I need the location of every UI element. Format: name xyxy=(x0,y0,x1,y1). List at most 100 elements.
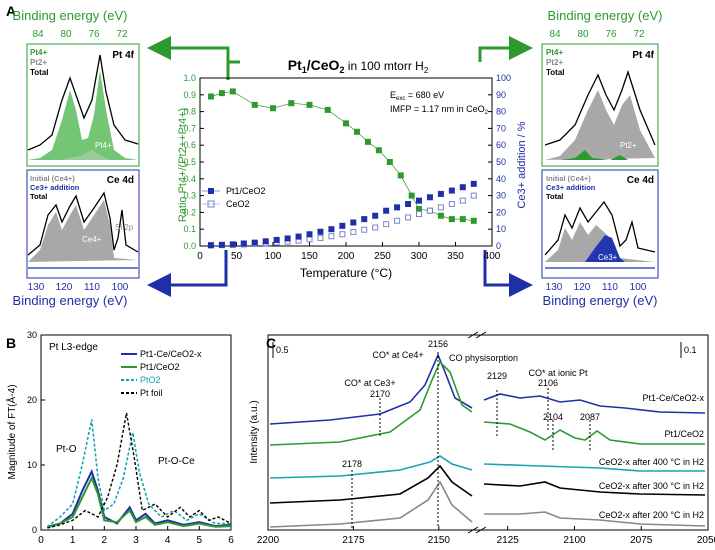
pt1ceo2-point xyxy=(295,233,302,240)
ceo2-point xyxy=(361,226,368,233)
pt1ceo2-point xyxy=(284,235,291,242)
y-tick-label: 0.6 xyxy=(183,140,196,150)
ratio-point xyxy=(386,159,393,165)
label-co-phys: CO physisorption xyxy=(449,353,518,363)
y-tick-label: 0.3 xyxy=(183,191,196,201)
ceo2-point xyxy=(416,211,422,218)
ratio-legend: Pt1/CeO2 CeO2 xyxy=(202,186,266,209)
top-left-tick: 84 xyxy=(32,29,44,40)
ceo2-point xyxy=(339,231,346,238)
y-tick-label: 0.0 xyxy=(183,241,196,251)
pt4f-left-frame xyxy=(26,43,140,167)
ceo2-point xyxy=(394,217,401,224)
pt1ceo2-point xyxy=(416,197,422,204)
x-tick-label: 2175 xyxy=(342,535,365,546)
exafs-annot-ptoce: Pt-O-Ce xyxy=(158,456,195,467)
panel-label-a: A xyxy=(6,3,16,19)
ce4d-left-legend-initial: Initial (Ce4+) xyxy=(30,174,75,183)
y-tick-label: 0.1 xyxy=(183,224,196,234)
pt4f-right-spectrum xyxy=(544,69,656,160)
ce4d-left-legend-total: Total xyxy=(30,192,47,201)
trace-pt1-ceo2-left xyxy=(269,360,473,446)
legend-pt1-ce-ceo2x: Pt1-Ce/CeO2-x xyxy=(140,349,202,359)
exafs-annot-pto: Pt-O xyxy=(56,444,77,455)
exafs-line-pt1-ceo2 xyxy=(47,475,232,529)
ratio-point xyxy=(288,100,295,107)
ratio-point xyxy=(364,138,371,145)
trace-label-pt1-ce-ceo2x: Pt1-Ce/CeO2-x xyxy=(642,393,704,403)
drifts-axis-break xyxy=(473,336,481,529)
panel-label-c: C xyxy=(266,335,276,351)
exafs-ylabel: Magnitude of FT(Å-4) xyxy=(5,384,18,479)
x-tick-label: 2 xyxy=(102,535,108,546)
pt1ceo2-point xyxy=(218,241,225,248)
ce4d-left-legend-ce3: Ce3+ addition xyxy=(30,183,80,192)
bottom-right-tick: 130 xyxy=(546,282,563,293)
bottom-right-tick: 120 xyxy=(574,282,591,293)
ratio-point xyxy=(229,88,236,95)
x-tick-label: 250 xyxy=(374,251,391,262)
pt4f-left-title: Pt 4f xyxy=(112,50,134,61)
pt4f-right-title: Pt 4f xyxy=(632,50,654,61)
pt4f-right-legend-pt4: Pt4+ xyxy=(546,48,563,57)
ratio-point xyxy=(353,128,360,135)
y-tick-label: 0.7 xyxy=(183,123,196,133)
x-tick-label: 100 xyxy=(265,251,282,262)
pt1ceo2-point xyxy=(470,180,477,187)
pt4f-right-legend-total: Total xyxy=(546,68,565,77)
x-tick-label: 2125 xyxy=(497,535,520,546)
axis-break-mark-bottom xyxy=(467,526,487,534)
ratio-point xyxy=(207,93,214,100)
pt1ceo2-point xyxy=(273,236,280,243)
x-tick-label: 4 xyxy=(165,535,171,546)
y-tick-label: 20 xyxy=(27,395,37,405)
exafs-lines xyxy=(46,412,232,529)
ratio-xlabel: Temperature (°C) xyxy=(300,266,392,280)
ratio-point xyxy=(408,192,415,199)
ceo2-point xyxy=(448,201,455,207)
label-2156: 2156 xyxy=(428,339,448,349)
label-co-ce3: CO* at Ce3+ xyxy=(344,378,395,388)
trace-pt1-ce-ceo2x-left xyxy=(269,352,473,425)
drifts-frame xyxy=(267,334,709,531)
y-right-tick-label: 100 xyxy=(496,73,511,83)
arrow-to-left-top xyxy=(147,36,240,64)
top-left-tick-labels: 84 80 76 72 xyxy=(32,29,128,40)
label-co-ce4: CO* at Ce4+ xyxy=(372,350,423,360)
binding-energy-bottom-left: Binding energy (eV) xyxy=(13,293,128,308)
pt1ceo2-point xyxy=(339,222,346,229)
ceo2-point xyxy=(306,236,313,243)
trace-label-ceo2x-400: CeO2-x after 400 °C in H2 xyxy=(599,457,704,467)
ratio-chart-ticks: 0 50 100 150 200 250 300 350 4000.00.10.20.30.40… xyxy=(183,73,511,262)
ce4d-right-legend-ce3: Ce3+ addition xyxy=(546,183,596,192)
ce4d-right-legend-total: Total xyxy=(546,192,563,201)
pt1ceo2-point xyxy=(459,184,466,191)
y-right-tick-label: 70 xyxy=(496,123,506,133)
ratio-ylabel: Ratio Pt4+/(Pt2++Pt4+) xyxy=(177,108,189,222)
x-tick-label: 350 xyxy=(447,251,464,262)
trace-ceo2x-400-left xyxy=(269,455,473,479)
binding-energy-bottom-right: Binding energy (eV) xyxy=(543,293,658,308)
pt1ceo2-point xyxy=(448,187,455,194)
ceo2-point xyxy=(437,204,444,211)
top-right-tick: 72 xyxy=(633,29,645,40)
ceo2-point xyxy=(317,234,324,241)
x-tick-label: 50 xyxy=(231,251,243,262)
x-tick-label: 6 xyxy=(228,535,234,546)
pt1ceo2-point xyxy=(229,241,236,248)
arrow-to-left-bottom xyxy=(147,250,228,297)
trace-label-pt1-ceo2: Pt1/CeO2 xyxy=(664,429,704,439)
x-tick-label: 400 xyxy=(484,251,501,262)
bottom-right-tick: 110 xyxy=(602,282,618,293)
bottom-right-tick-labels: 130 120 110 100 xyxy=(546,282,647,293)
pt1ceo2-point xyxy=(394,204,401,211)
ce4d-left-spectrum xyxy=(27,191,139,269)
trace-label-ceo2x-300: CeO2-x after 300 °C in H2 xyxy=(599,481,704,491)
pt4f-right-legend-pt2: Pt2+ xyxy=(546,58,563,67)
ratio-point xyxy=(324,106,331,113)
x-tick-label: 2150 xyxy=(428,535,451,546)
x-tick-label: 1 xyxy=(70,535,76,546)
arrow-to-right-top xyxy=(478,36,533,62)
